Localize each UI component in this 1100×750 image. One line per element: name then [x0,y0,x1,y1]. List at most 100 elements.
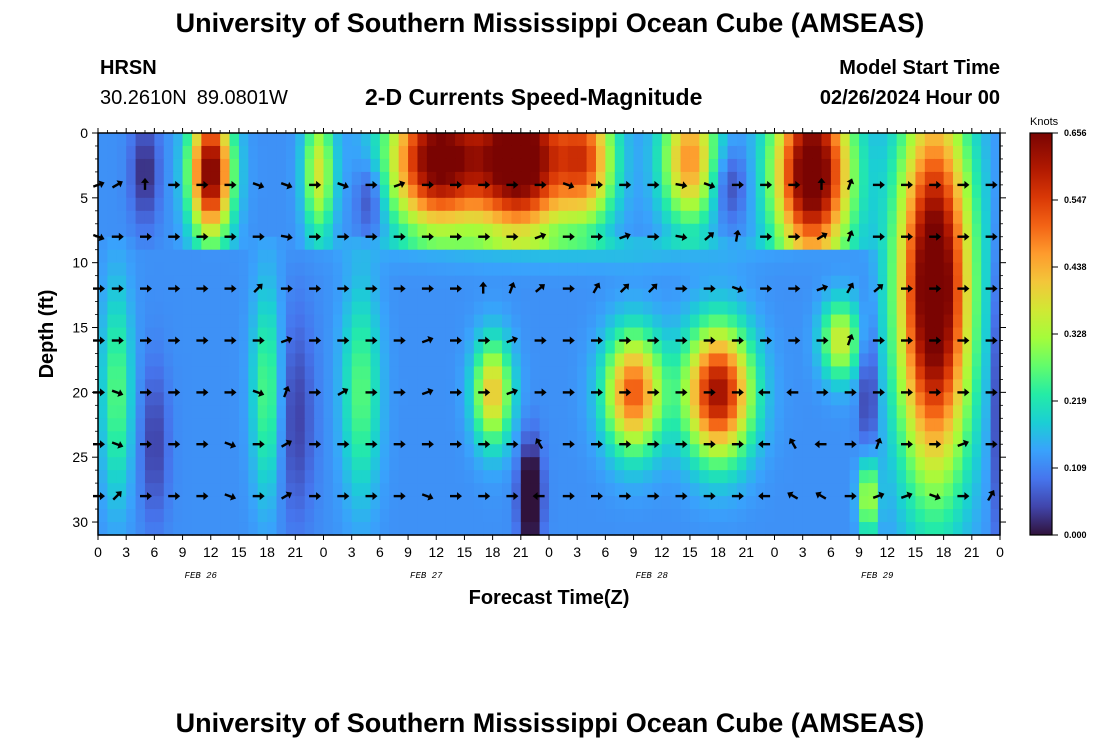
heatmap-cell [464,379,475,393]
heatmap-cell [652,431,663,445]
heatmap-cell [445,340,456,355]
heatmap-cell [783,210,794,225]
heatmap-cell [718,327,729,342]
heatmap-cell [802,210,813,225]
heatmap-cell [220,457,231,471]
heatmap-cell [379,405,390,419]
heatmap-cell [812,496,823,510]
current-vector [140,388,152,397]
heatmap-cell [267,249,278,264]
heatmap-cell [821,210,832,225]
heatmap-cell [577,418,588,432]
heatmap-cell [426,353,437,368]
heatmap-cell [671,444,682,458]
heatmap-cell [586,314,597,329]
heatmap-cell [191,184,202,199]
heatmap-cell [549,457,559,471]
heatmap-cell [530,366,541,380]
heatmap-cell [595,275,606,290]
heatmap-cell [718,392,729,406]
heatmap-cell [605,353,616,368]
heatmap-cell [586,288,597,303]
colorbar-scale [1029,132,1053,536]
heatmap-cell [765,418,776,432]
heatmap-cell [558,457,569,471]
heatmap-cell [558,483,569,497]
current-vector [534,336,547,345]
heatmap-cell [821,197,832,212]
heatmap-cell [981,158,992,173]
heatmap-cell [201,184,212,199]
heatmap-cell [868,288,879,303]
current-vector [591,388,603,397]
heatmap-cell [868,366,879,380]
heatmap-cell [671,353,682,368]
heatmap-cell [210,392,221,406]
heatmap-cell [661,418,672,432]
heatmap-cell [304,483,315,497]
heatmap-cell [408,457,419,471]
current-vector [929,388,942,397]
current-vector [309,284,322,293]
current-vector [337,232,350,241]
heatmap-cell [577,249,588,264]
heatmap-cell [182,223,193,238]
heatmap-cell [915,262,926,277]
current-vector [731,440,744,449]
heatmap-cell [332,483,343,497]
heatmap-cell [229,418,240,432]
heatmap-cell [248,340,259,355]
heatmap-cell [906,197,917,212]
heatmap-cell [248,158,259,173]
heatmap-cell [671,457,682,471]
heatmap-cell [530,379,541,393]
heatmap-cell [868,133,879,147]
heatmap-cell [210,444,221,458]
heatmap-cell [445,249,456,264]
heatmap-cell [652,444,663,458]
heatmap-cell [990,197,1001,212]
heatmap-cell [849,431,860,445]
heatmap-cell [877,522,888,536]
heatmap-cell [708,522,719,536]
heatmap-cell [661,405,672,419]
heatmap-cell [689,301,700,316]
heatmap-cell [248,405,259,419]
heatmap-cell [135,522,146,536]
heatmap-cell [934,145,945,160]
heatmap-cell [934,470,945,484]
heatmap-cell [285,496,296,510]
heatmap-cell [981,470,992,484]
heatmap-cell [699,236,710,251]
heatmap-cell [934,405,945,419]
heatmap-cell [98,379,108,393]
heatmap-cell [539,457,550,471]
current-vector [872,232,885,241]
heatmap-cell [116,262,127,277]
current-vector [196,492,209,501]
current-vector [816,232,828,241]
heatmap-cell [906,210,917,225]
heatmap-cell [558,262,569,277]
x-axis-ticks: 0 3 6 9 12 15 18 21 0 3 6 9 12 15 18 21 0 3 6 9 12 15 18 21 0 3 6 9… [94,128,1004,560]
heatmap-cell [990,444,1001,458]
heatmap-cell [248,366,259,380]
heatmap-cell [595,197,606,212]
heatmap-cell [107,223,118,238]
heatmap-cell [755,470,766,484]
heatmap-cell [981,327,992,342]
heatmap-cell [426,314,437,329]
heatmap-cell [126,262,137,277]
current-vector [985,440,998,449]
heatmap-cell [332,496,343,510]
current-vector [592,282,601,294]
heatmap-cell [624,223,635,238]
heatmap-cell [708,418,719,432]
heatmap-cell [511,418,522,432]
heatmap-cell [107,483,118,497]
heatmap-cell [943,314,954,329]
heatmap-cell [436,249,447,264]
heatmap-cell [417,288,428,303]
heatmap-cell [267,405,278,419]
heatmap-cell [332,184,343,199]
